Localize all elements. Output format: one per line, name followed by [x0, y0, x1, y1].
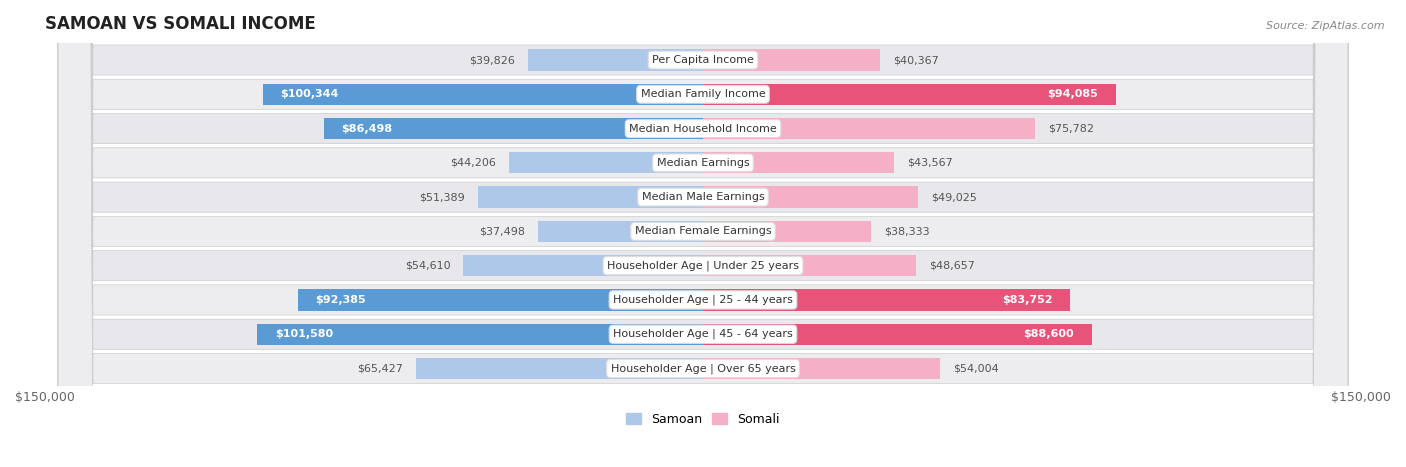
- FancyBboxPatch shape: [58, 0, 1348, 467]
- Bar: [538, 221, 703, 242]
- Legend: Samoan, Somali: Samoan, Somali: [621, 408, 785, 431]
- Text: $75,782: $75,782: [1049, 124, 1095, 134]
- FancyBboxPatch shape: [58, 0, 1348, 467]
- Text: $44,206: $44,206: [450, 158, 496, 168]
- FancyBboxPatch shape: [58, 0, 1348, 467]
- Text: Householder Age | 45 - 64 years: Householder Age | 45 - 64 years: [613, 329, 793, 340]
- Text: $65,427: $65,427: [357, 363, 402, 374]
- Text: $94,085: $94,085: [1047, 89, 1098, 99]
- Text: Householder Age | 25 - 44 years: Householder Age | 25 - 44 years: [613, 295, 793, 305]
- FancyBboxPatch shape: [58, 0, 1348, 467]
- Bar: [478, 186, 703, 208]
- Text: Householder Age | Under 25 years: Householder Age | Under 25 years: [607, 261, 799, 271]
- Bar: [416, 358, 703, 379]
- Text: $88,600: $88,600: [1024, 329, 1074, 339]
- Bar: [464, 255, 703, 276]
- Text: $83,752: $83,752: [1002, 295, 1053, 305]
- Bar: [703, 324, 1091, 345]
- Bar: [263, 84, 703, 105]
- Text: $101,580: $101,580: [276, 329, 333, 339]
- Bar: [703, 221, 872, 242]
- Bar: [703, 152, 894, 173]
- Text: Source: ZipAtlas.com: Source: ZipAtlas.com: [1267, 21, 1385, 31]
- Bar: [323, 118, 703, 139]
- Bar: [703, 358, 941, 379]
- Bar: [703, 255, 917, 276]
- FancyBboxPatch shape: [58, 0, 1348, 467]
- Bar: [298, 290, 703, 311]
- Text: Householder Age | Over 65 years: Householder Age | Over 65 years: [610, 363, 796, 374]
- Text: Per Capita Income: Per Capita Income: [652, 55, 754, 65]
- Bar: [529, 50, 703, 71]
- Bar: [703, 84, 1116, 105]
- Text: SAMOAN VS SOMALI INCOME: SAMOAN VS SOMALI INCOME: [45, 15, 316, 33]
- Bar: [257, 324, 703, 345]
- Text: $100,344: $100,344: [280, 89, 339, 99]
- FancyBboxPatch shape: [58, 0, 1348, 467]
- Bar: [703, 186, 918, 208]
- Text: Median Earnings: Median Earnings: [657, 158, 749, 168]
- Bar: [703, 50, 880, 71]
- FancyBboxPatch shape: [58, 0, 1348, 467]
- Text: $39,826: $39,826: [470, 55, 515, 65]
- FancyBboxPatch shape: [58, 0, 1348, 467]
- Bar: [703, 290, 1070, 311]
- Text: $37,498: $37,498: [479, 226, 526, 236]
- Text: Median Family Income: Median Family Income: [641, 89, 765, 99]
- Text: $92,385: $92,385: [315, 295, 366, 305]
- Text: $54,610: $54,610: [405, 261, 450, 271]
- Text: $54,004: $54,004: [953, 363, 998, 374]
- Bar: [509, 152, 703, 173]
- Text: $38,333: $38,333: [884, 226, 929, 236]
- Text: $51,389: $51,389: [419, 192, 464, 202]
- Text: $49,025: $49,025: [931, 192, 977, 202]
- FancyBboxPatch shape: [58, 0, 1348, 467]
- Text: $40,367: $40,367: [893, 55, 939, 65]
- Text: Median Household Income: Median Household Income: [628, 124, 778, 134]
- Text: $43,567: $43,567: [907, 158, 953, 168]
- Text: Median Female Earnings: Median Female Earnings: [634, 226, 772, 236]
- Text: $86,498: $86,498: [342, 124, 392, 134]
- Text: Median Male Earnings: Median Male Earnings: [641, 192, 765, 202]
- Text: $48,657: $48,657: [929, 261, 976, 271]
- FancyBboxPatch shape: [58, 0, 1348, 467]
- Bar: [703, 118, 1035, 139]
